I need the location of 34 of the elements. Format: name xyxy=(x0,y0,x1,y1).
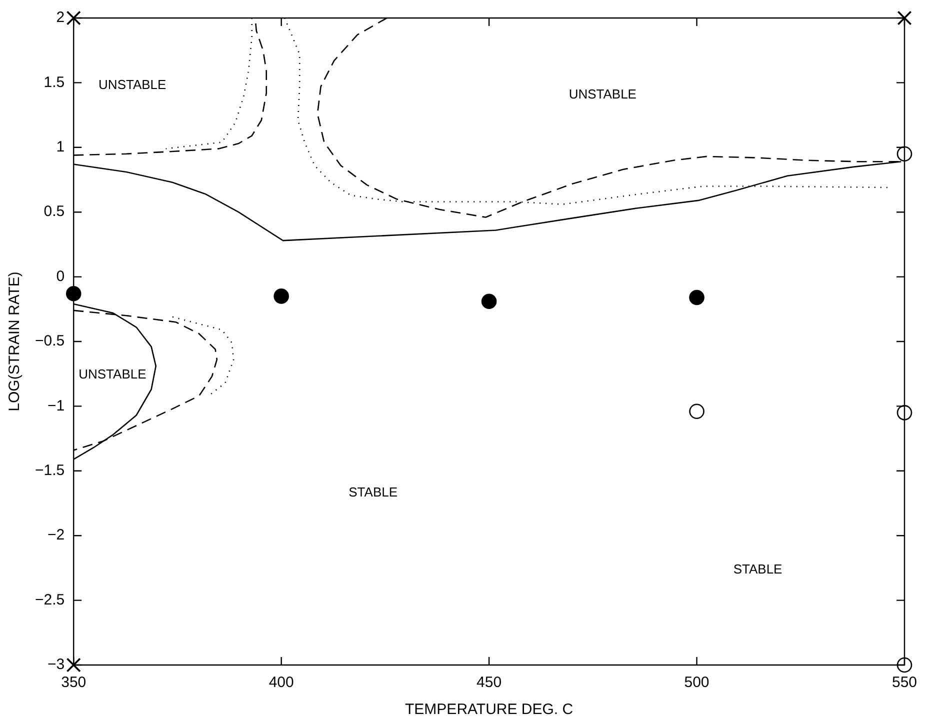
point xyxy=(66,658,81,672)
x-tick-label: 550 xyxy=(892,674,917,692)
point xyxy=(896,146,912,162)
y-axis-title: LOG(STRAIN RATE) xyxy=(6,272,24,412)
x-tick-label: 450 xyxy=(476,674,502,692)
x-axis-title: TEMPERATURE DEG. C xyxy=(405,701,574,718)
y-tick-label: −3 xyxy=(48,656,65,674)
y-tick-label: 1 xyxy=(56,138,65,156)
y-tick-label: 0 xyxy=(56,268,65,285)
y-tick-label: −0.5 xyxy=(34,332,65,350)
y-tick-label: 0.5 xyxy=(44,203,65,220)
x-tick-label: 400 xyxy=(268,674,294,692)
point xyxy=(897,10,912,26)
point xyxy=(66,10,81,26)
x-tick-label: 500 xyxy=(684,674,710,692)
annotation: STABLE xyxy=(733,561,783,576)
line-series xyxy=(172,316,234,396)
y-tick-label: −1.5 xyxy=(34,462,65,480)
point xyxy=(689,404,704,420)
annotation: STABLE xyxy=(348,484,398,500)
y-tick-label: 2 xyxy=(56,9,65,26)
point xyxy=(896,657,912,673)
annotation: UNSTABLE xyxy=(568,86,637,102)
point xyxy=(481,294,497,310)
annotation: UNSTABLE xyxy=(78,366,147,382)
y-tick-label: −1 xyxy=(48,397,65,414)
point xyxy=(689,290,704,306)
y-tick-label: −2 xyxy=(48,526,65,544)
y-tick-label: 1.5 xyxy=(44,74,65,91)
y-tick-label: −2.5 xyxy=(34,591,65,608)
annotation: UNSTABLE xyxy=(98,76,167,92)
x-tick-label: 350 xyxy=(61,674,86,692)
point xyxy=(274,288,289,304)
point xyxy=(66,286,82,302)
